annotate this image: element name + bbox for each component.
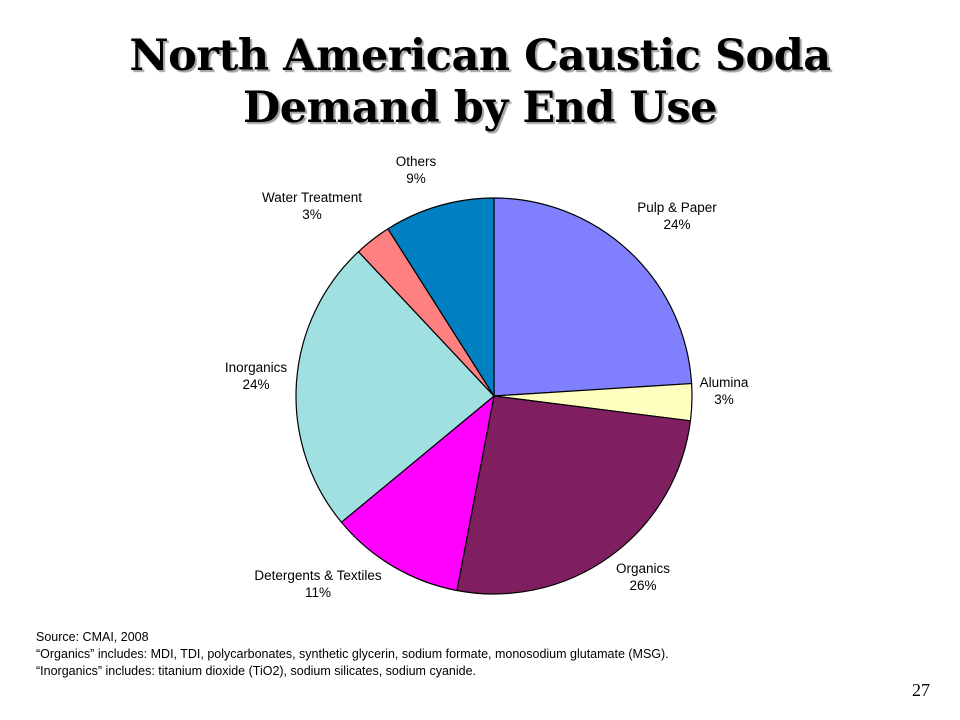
inorganics-note: “Inorganics” includes: titanium dioxide … [36, 664, 476, 678]
pie-slice-pulp-and-paper [493, 197, 693, 397]
slice-label-others: Others [396, 154, 437, 169]
pie-slice-detergents-and-textiles [340, 395, 495, 592]
title-line-2: Demand by End Use [243, 83, 717, 133]
slice-label-inorganics: Inorganics [225, 360, 288, 375]
slice-label-detergents-and-textiles: Detergents & Textiles [254, 568, 382, 583]
slice-label-alumina: Alumina [700, 375, 749, 390]
slice-label-water-treatment: Water Treatment [262, 190, 362, 205]
slide-title: North American Caustic Soda Demand by En… [0, 30, 960, 134]
pie-slice-inorganics [295, 251, 495, 523]
slice-value-detergents-and-textiles: 11% [305, 585, 331, 600]
slice-value-pulp-and-paper: 24% [663, 217, 690, 232]
slice-label-pulp-and-paper: Pulp & Paper [637, 200, 717, 215]
slice-value-organics: 26% [629, 578, 656, 593]
pie-slice-organics [456, 395, 692, 595]
title-line-1: North American Caustic Soda [129, 31, 831, 81]
slice-value-alumina: 3% [714, 392, 734, 407]
slice-value-others: 9% [406, 171, 426, 186]
source-text: Source: CMAI, 2008 [36, 630, 149, 644]
slice-label-organics: Organics [616, 561, 670, 576]
pie-slice-others [387, 197, 495, 397]
page-number: 27 [912, 680, 930, 700]
source-notes: Source: CMAI, 2008 “Organics” includes: … [36, 629, 669, 680]
organics-note: “Organics” includes: MDI, TDI, polycarbo… [36, 647, 669, 661]
slice-value-inorganics: 24% [242, 377, 269, 392]
slice-value-water-treatment: 3% [302, 207, 322, 222]
